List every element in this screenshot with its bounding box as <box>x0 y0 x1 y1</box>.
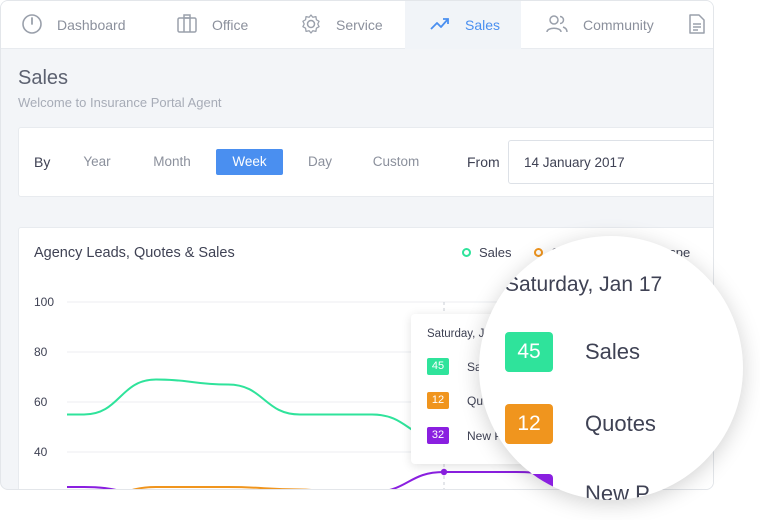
y-tick-label: 40 <box>34 445 48 459</box>
magnifier-row-quotes: 12 Quotes <box>505 404 656 444</box>
tooltip-label: Qu <box>467 393 484 408</box>
nav-item-label: Service <box>336 17 383 33</box>
chart-title: Agency Leads, Quotes & Sales <box>34 245 235 261</box>
filter-card: By Year Month Week Day Custom From 14 Ja… <box>18 127 713 197</box>
from-date-value: 14 January 2017 <box>524 155 625 170</box>
document-icon <box>687 13 713 38</box>
tooltip-label: New P <box>467 428 503 443</box>
nav-item-label: Dashboard <box>57 17 126 33</box>
tooltip-date: Saturday, J <box>427 328 485 340</box>
period-day[interactable]: Day <box>307 154 332 169</box>
tooltip-label: Sa <box>467 359 482 374</box>
tooltip-row-sales: 45 Sa <box>427 358 482 375</box>
tooltip-badge: 32 <box>427 427 449 444</box>
period-custom[interactable]: Custom <box>372 154 420 169</box>
nav-item-dashboard[interactable]: Dashboard <box>21 1 171 49</box>
y-tick-label: 100 <box>34 295 54 309</box>
magnifier-badge: 12 <box>505 404 553 444</box>
legend-label: Sales <box>479 245 512 260</box>
legend-dot <box>534 248 543 257</box>
from-date-input[interactable]: 14 January 2017 <box>508 140 713 184</box>
nav-item-service[interactable]: Service <box>300 1 400 49</box>
users-icon <box>545 13 583 38</box>
magnifier-lens: Saturday, Jan 17 45 Sales 12 Quotes New … <box>479 236 743 500</box>
y-tick-label: 80 <box>34 345 48 359</box>
magnifier-label: Quotes <box>585 411 656 436</box>
legend-dot <box>462 248 471 257</box>
y-tick-label: 60 <box>34 395 48 409</box>
highlight-point <box>440 468 448 476</box>
magnifier-row-prospects: New P <box>505 474 650 500</box>
tooltip-row-prospects: 32 New P <box>427 427 502 444</box>
magnifier-badge <box>505 474 553 500</box>
nav-item-documents[interactable] <box>687 1 713 49</box>
trending-up-icon <box>429 13 465 38</box>
magnifier-date: Saturday, Jan 17 <box>505 273 663 296</box>
period-week[interactable]: Week <box>216 149 283 175</box>
series-line <box>67 471 589 489</box>
nav-item-label: Office <box>212 17 249 33</box>
gauge-icon <box>21 13 57 38</box>
magnifier-label: New P <box>585 481 650 500</box>
gear-icon <box>300 13 336 38</box>
building-icon <box>176 13 212 38</box>
nav-item-label: Community <box>583 17 654 33</box>
nav-item-label: Sales <box>465 17 501 33</box>
magnifier-label: Sales <box>585 339 641 364</box>
nav-item-community[interactable]: Community <box>545 1 675 49</box>
legend-item-sales[interactable]: Sales <box>462 245 512 260</box>
period-month[interactable]: Month <box>153 154 191 169</box>
nav-item-sales[interactable]: Sales <box>405 1 521 49</box>
from-label: From <box>467 154 500 170</box>
by-label: By <box>34 154 51 170</box>
nav-item-office[interactable]: Office <box>176 1 296 49</box>
tooltip-badge: 12 <box>427 392 449 409</box>
magnifier-badge: 45 <box>505 332 553 372</box>
magnifier-row-sales: 45 Sales <box>505 332 640 372</box>
page-subtitle: Welcome to Insurance Portal Agent <box>18 95 222 110</box>
tooltip-row-quotes: 12 Qu <box>427 392 483 409</box>
page-title: Sales <box>18 67 69 89</box>
period-year[interactable]: Year <box>83 154 111 169</box>
top-nav: Dashboard Office Service Sales Community <box>1 1 713 49</box>
tooltip-badge: 45 <box>427 358 449 375</box>
